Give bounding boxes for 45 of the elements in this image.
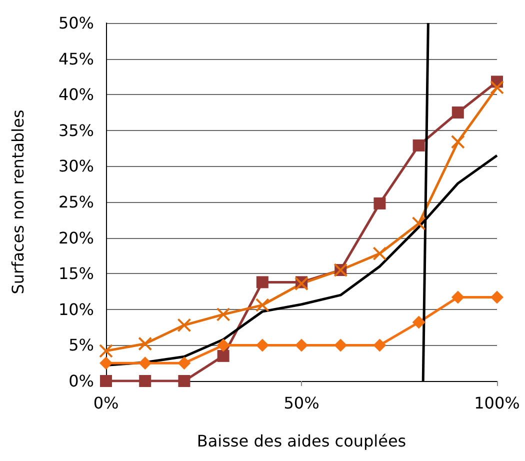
x-tick-label: 100% xyxy=(474,394,520,412)
x-tick-label: 0% xyxy=(93,394,119,412)
point xyxy=(178,375,190,387)
point xyxy=(99,344,113,358)
point xyxy=(100,375,112,387)
y-tick-label: 45% xyxy=(58,49,94,68)
point xyxy=(216,307,230,322)
y-axis-title: Surfaces non rentables xyxy=(8,110,28,294)
point xyxy=(295,338,308,352)
point xyxy=(372,246,387,261)
point xyxy=(334,338,348,352)
point xyxy=(138,356,152,370)
y-tick-label: 20% xyxy=(58,228,94,248)
point xyxy=(256,276,268,288)
point xyxy=(255,298,270,312)
point xyxy=(216,338,230,352)
point xyxy=(452,106,464,118)
point xyxy=(490,80,504,94)
point xyxy=(294,276,308,291)
y-tick-label: 15% xyxy=(58,264,94,284)
y-tick-label: 35% xyxy=(58,120,94,140)
point xyxy=(138,336,152,351)
y-tick-label: 25% xyxy=(58,192,94,212)
point xyxy=(177,318,192,332)
y-tick-label: 0% xyxy=(68,372,94,390)
point xyxy=(374,197,386,210)
point xyxy=(100,356,112,370)
point xyxy=(412,139,425,152)
y-tick-label: 30% xyxy=(58,156,94,176)
y-tick-label: 50% xyxy=(58,14,94,32)
y-tick-label: 5% xyxy=(68,336,94,355)
point xyxy=(450,134,465,149)
point xyxy=(178,356,191,370)
y-tick-label: 10% xyxy=(58,300,94,319)
point xyxy=(412,216,426,230)
x-axis-title: Baisse des aides couplées xyxy=(196,432,406,450)
point xyxy=(412,316,426,329)
point xyxy=(139,375,152,387)
point xyxy=(256,338,269,352)
y-tick-label: 40% xyxy=(58,85,94,104)
point xyxy=(373,338,386,352)
x-tick-label: 50% xyxy=(284,394,320,412)
point xyxy=(217,350,230,362)
point xyxy=(490,290,504,304)
point xyxy=(451,290,464,304)
